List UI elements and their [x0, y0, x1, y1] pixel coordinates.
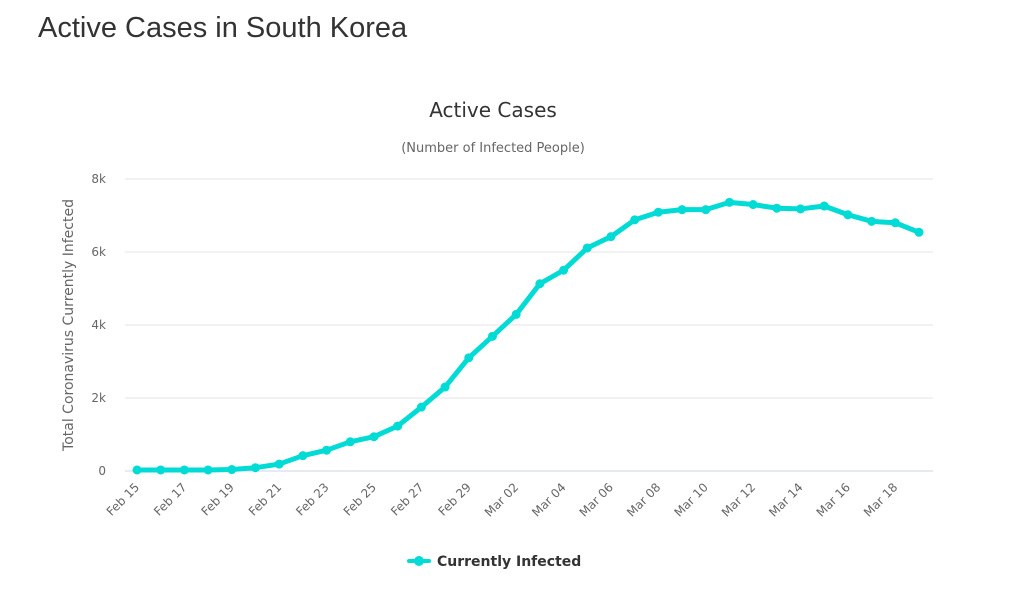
x-tick-label: Mar 06	[577, 480, 616, 519]
y-tick-label: 6k	[91, 245, 106, 259]
data-point[interactable]	[772, 203, 782, 213]
data-point[interactable]	[393, 421, 403, 431]
y-tick-label: 8k	[91, 172, 106, 186]
data-point[interactable]	[227, 465, 237, 475]
data-point[interactable]	[369, 432, 379, 442]
data-point[interactable]	[819, 201, 829, 211]
chart-title: Active Cases	[429, 98, 557, 122]
grid-layer	[125, 178, 933, 472]
x-tick-label: Mar 16	[814, 480, 853, 519]
data-point[interactable]	[274, 459, 284, 469]
x-tick-label: Feb 19	[198, 480, 236, 518]
x-tick-label: Mar 04	[529, 480, 568, 519]
data-point[interactable]	[630, 215, 640, 225]
data-point[interactable]	[440, 382, 450, 392]
y-axis-label: Total Coronavirus Currently Infected	[61, 199, 77, 452]
data-point[interactable]	[653, 207, 663, 217]
data-point[interactable]	[132, 465, 142, 475]
data-point[interactable]	[914, 227, 924, 237]
x-tick-label: Mar 02	[482, 480, 521, 519]
legend-series-marker	[414, 556, 424, 566]
x-tick-label: Mar 18	[861, 480, 900, 519]
data-point[interactable]	[416, 402, 426, 412]
data-point[interactable]	[606, 232, 616, 242]
y-tick-label: 4k	[91, 318, 106, 332]
series-line-currently-infected	[134, 199, 922, 473]
x-tick-label: Feb 15	[104, 480, 142, 518]
x-tick-label: Mar 14	[766, 480, 805, 519]
x-tick-label: Feb 17	[151, 480, 189, 518]
x-tick-label: Mar 10	[671, 480, 710, 519]
data-point[interactable]	[843, 210, 853, 220]
data-point[interactable]	[677, 205, 687, 215]
series-layer	[132, 197, 924, 475]
chart-subtitle: (Number of Infected People)	[401, 141, 585, 156]
data-point[interactable]	[179, 465, 189, 475]
x-tick-label: Mar 08	[624, 480, 663, 519]
data-point[interactable]	[298, 451, 308, 461]
data-point[interactable]	[511, 309, 521, 319]
x-tick-label: Mar 12	[719, 480, 758, 519]
data-point[interactable]	[890, 218, 900, 228]
data-point[interactable]	[748, 200, 758, 210]
page-title: Active Cases in South Korea	[38, 12, 408, 44]
data-point[interactable]	[796, 204, 806, 214]
y-tick-label: 0	[98, 464, 106, 478]
x-tick-label: Feb 21	[246, 480, 284, 518]
data-point[interactable]	[724, 197, 734, 207]
data-point[interactable]	[559, 265, 569, 275]
legend[interactable]: Currently Infected	[407, 554, 581, 570]
data-point[interactable]	[582, 243, 592, 253]
x-tick-label: Feb 29	[435, 480, 473, 518]
data-point[interactable]	[535, 279, 545, 289]
data-point[interactable]	[203, 465, 213, 475]
data-point[interactable]	[701, 205, 711, 215]
data-point[interactable]	[464, 353, 474, 363]
data-point[interactable]	[156, 465, 166, 475]
y-axis-ticks: 0 2k 4k 6k 8k	[91, 172, 106, 478]
data-point[interactable]	[322, 445, 332, 455]
data-point[interactable]	[250, 463, 260, 473]
x-tick-label: Feb 23	[293, 480, 331, 518]
x-axis-ticks: Feb 15 Feb 17 Feb 19 Feb 21 Feb 23 Feb 25 Feb …	[104, 480, 901, 519]
legend-label-currently-infected: Currently Infected	[437, 554, 581, 570]
x-tick-label: Feb 25	[341, 480, 379, 518]
data-point[interactable]	[345, 437, 355, 447]
x-tick-label: Feb 27	[388, 480, 426, 518]
data-point[interactable]	[487, 331, 497, 341]
y-tick-label: 2k	[91, 391, 106, 405]
data-point[interactable]	[867, 216, 877, 226]
